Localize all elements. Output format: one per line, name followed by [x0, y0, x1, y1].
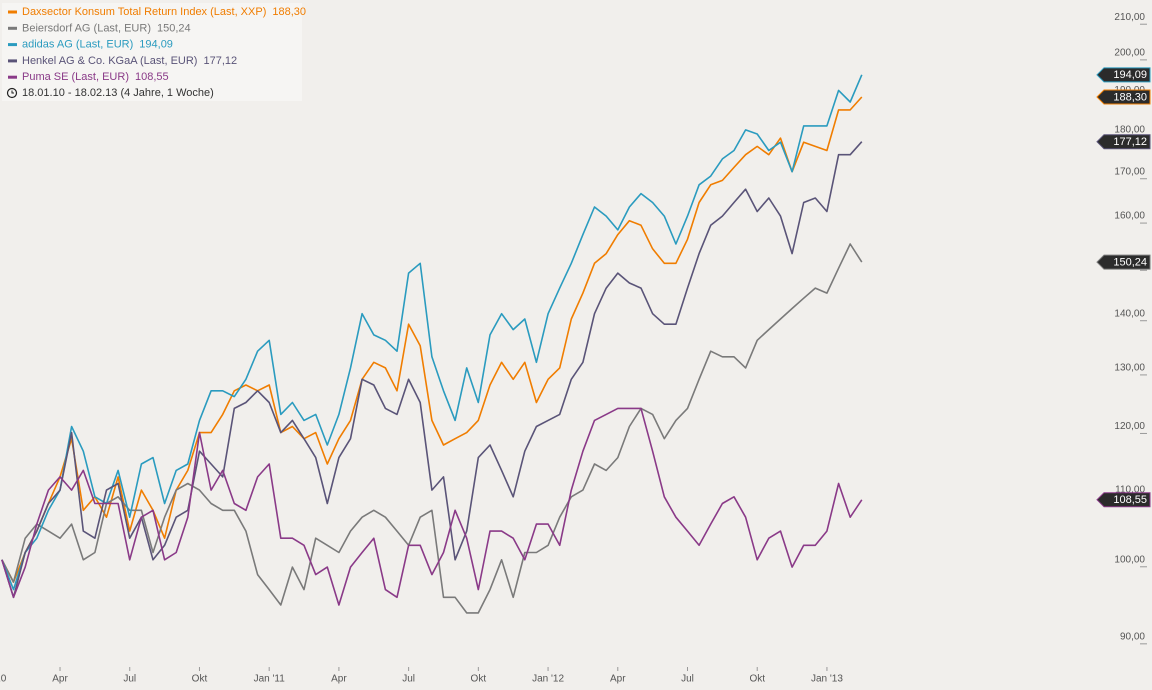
y-tick-label: 170,00 [1114, 166, 1145, 177]
value-tag [1096, 254, 1151, 270]
y-tick-label: 180,00 [1114, 125, 1145, 136]
clock-hands [11, 90, 14, 94]
subtitle: 18.01.10 - 18.02.13 (4 Jahre, 1 Woche) [22, 87, 214, 99]
legend-value: 150,24 [157, 22, 191, 34]
y-tick-label: 210,00 [1114, 12, 1145, 23]
legend-name: Henkel AG & Co. KGaA (Last, EUR) [22, 55, 197, 67]
y-tick-label: 90,00 [1120, 631, 1145, 642]
y-tick-label: 120,00 [1114, 421, 1145, 432]
legend-entry: Beiersdorf AG (Last, EUR) 150,24 [22, 22, 191, 34]
legend-name: Daxsector Konsum Total Return Index (Las… [22, 6, 266, 18]
legend-value: 177,12 [203, 55, 237, 67]
value-tag [1096, 67, 1151, 83]
x-tick-label: Jul [123, 674, 136, 685]
x-tick-label: Okt [749, 674, 765, 685]
legend: 18.01.10 - 18.02.13 (4 Jahre, 1 Woche) D… [2, 3, 306, 101]
x-tick-label: Jul [681, 674, 694, 685]
y-tick-label: 160,00 [1114, 211, 1145, 222]
value-tag-label: 150,24 [1113, 257, 1147, 269]
x-tick-label: Okt [192, 674, 208, 685]
x-tick-label: Jan '13 [811, 674, 843, 685]
y-tick-label: 130,00 [1114, 363, 1145, 374]
y-tick-label: 140,00 [1114, 308, 1145, 319]
x-tick-label: Okt [471, 674, 487, 685]
clock-icon [6, 87, 18, 99]
value-tag-label: 188,30 [1113, 91, 1147, 103]
plot-area: 90,00100,00110,00120,00130,00140,00150,0… [0, 12, 1151, 685]
series-line [1, 243, 863, 614]
value-tag-label: 108,55 [1113, 494, 1147, 506]
legend-value: 108,55 [135, 71, 169, 83]
value-tag-label: 177,12 [1113, 136, 1147, 148]
x-tick-label: Jan '11 [254, 674, 286, 685]
y-tick-label: 110,00 [1115, 485, 1145, 496]
x-tick-label: Jul [402, 674, 415, 685]
x-tick-label: Jan '10 [0, 674, 7, 685]
value-tag [1096, 134, 1151, 150]
legend-entry: Daxsector Konsum Total Return Index (Las… [22, 6, 306, 18]
legend-entry: Puma SE (Last, EUR) 108,55 [22, 71, 169, 83]
series-line [1, 74, 863, 591]
x-tick-label: Apr [52, 674, 68, 685]
value-tag-label: 194,09 [1113, 69, 1147, 81]
legend-background [2, 3, 302, 101]
value-tag [1096, 89, 1151, 105]
y-tick-label: 100,00 [1114, 554, 1145, 565]
legend-name: Beiersdorf AG (Last, EUR) [22, 22, 151, 34]
series-line [1, 141, 863, 599]
value-tag [1096, 492, 1151, 508]
series-line [1, 96, 863, 583]
x-tick-label: Apr [610, 674, 626, 685]
legend-entry: Henkel AG & Co. KGaA (Last, EUR) 177,12 [22, 55, 237, 67]
legend-value: 188,30 [272, 6, 306, 18]
x-tick-label: Apr [331, 674, 347, 685]
series-line [1, 407, 863, 606]
legend-value: 194,09 [139, 39, 173, 51]
legend-name: Puma SE (Last, EUR) [22, 71, 129, 83]
y-tick-label: 200,00 [1114, 48, 1145, 59]
legend-name: adidas AG (Last, EUR) [22, 39, 133, 51]
legend-entry: adidas AG (Last, EUR) 194,09 [22, 39, 173, 51]
x-tick-label: Jan '12 [532, 674, 564, 685]
